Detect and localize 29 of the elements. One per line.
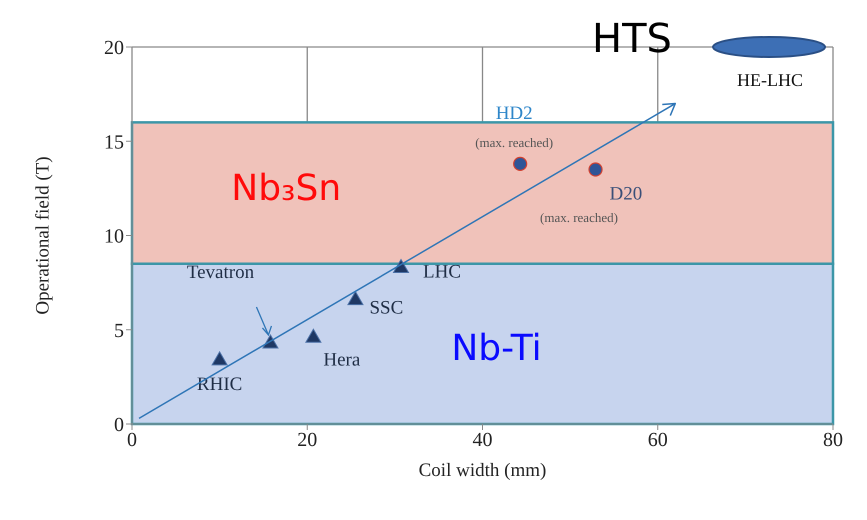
band-label: Nb₃Sn — [231, 168, 342, 210]
annotation: HTS — [592, 16, 672, 62]
annotation: Tevatron — [186, 262, 255, 283]
band-label: Nb-Ti — [451, 328, 542, 369]
point — [347, 291, 364, 306]
x-tick-label: 80 — [823, 429, 843, 452]
annotation: LHC — [423, 262, 462, 283]
annotation: SSC — [369, 298, 404, 319]
annotation: RHIC — [196, 374, 242, 395]
annotation: HD2 — [496, 102, 533, 124]
annotation: D20 — [610, 184, 642, 205]
point — [305, 328, 322, 343]
point — [212, 351, 228, 366]
point — [588, 162, 603, 177]
y-tick-label: 5 — [114, 320, 124, 342]
x-tick-label: 20 — [297, 429, 318, 452]
annotation: HE-LHC — [737, 70, 803, 91]
annotation: (max. reached) — [475, 134, 554, 150]
x-tick-label: 60 — [648, 429, 668, 452]
point — [513, 156, 528, 171]
y-axis-title: Operational field (T) — [32, 156, 54, 315]
x-axis-title: Coil width (mm) — [418, 460, 546, 481]
annotation: (max. reached) — [540, 210, 618, 226]
y-tick-label: 0 — [114, 414, 124, 436]
y-tick-label: 15 — [104, 131, 124, 154]
y-tick-label: 10 — [104, 226, 124, 248]
y-tick-label: 20 — [104, 37, 124, 60]
x-tick-label: 40 — [472, 429, 492, 452]
annotation: Hera — [323, 349, 361, 370]
